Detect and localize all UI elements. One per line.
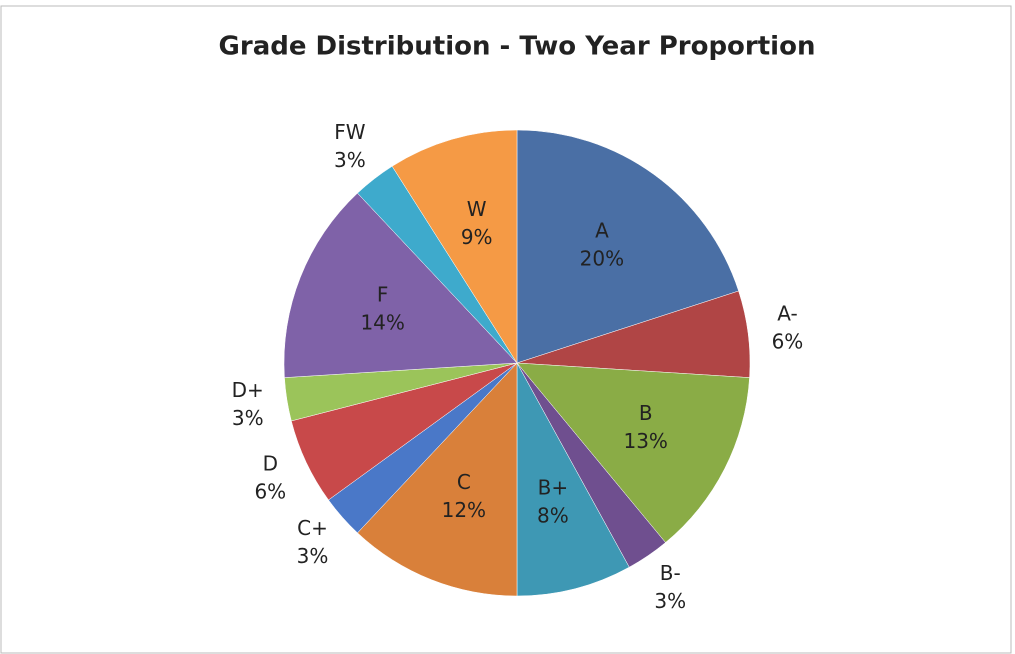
slice-value-label: 14%: [360, 310, 404, 334]
chart-title: Grade Distribution - Two Year Proportion: [219, 32, 816, 62]
pie-slice: [516, 129, 739, 364]
slice-category-label: C+: [297, 516, 328, 540]
slice-category-label: A-: [777, 301, 797, 325]
slice-value-label: 6%: [254, 480, 286, 504]
slice-category-label: B-: [660, 561, 681, 585]
slice-value-label: 13%: [623, 429, 667, 453]
pie-slice: [391, 129, 518, 364]
slice-category-label: W: [467, 197, 487, 221]
slice-value-label: 6%: [772, 329, 804, 353]
slice-category-label: D: [263, 452, 278, 476]
slice-category-label: B: [639, 401, 653, 425]
slice-value-label: 8%: [537, 503, 569, 527]
slice-category-label: F: [377, 282, 389, 306]
pie-slice: [516, 362, 750, 543]
slice-value-label: 12%: [442, 498, 486, 522]
slice-category-label: B+: [538, 475, 568, 499]
slice-category-label: D+: [232, 378, 264, 402]
slice-value-label: 20%: [580, 247, 624, 271]
slice-category-label: A: [595, 219, 609, 243]
slice-category-label: C: [457, 470, 471, 494]
slice-value-label: 3%: [334, 148, 366, 172]
pie-slice: [357, 362, 518, 597]
slice-value-label: 9%: [461, 225, 493, 249]
slice-value-label: 3%: [297, 544, 329, 568]
slice-value-label: 3%: [232, 406, 264, 430]
slice-value-label: 3%: [654, 589, 686, 613]
slice-category-label: FW: [334, 120, 366, 144]
pie-slice: [283, 192, 518, 378]
pie-slice: [516, 362, 630, 597]
